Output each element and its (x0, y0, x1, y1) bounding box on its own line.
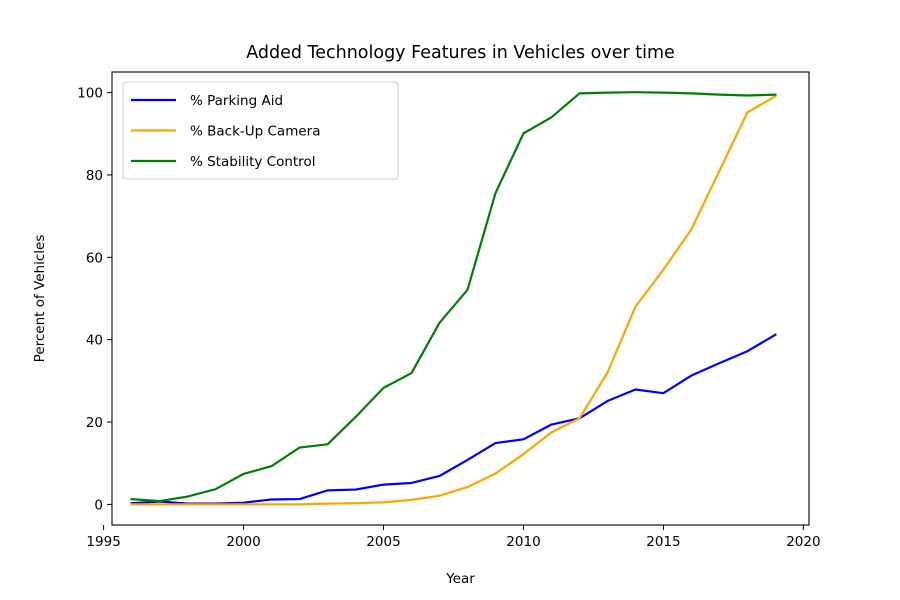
x-tick-label: 2000 (226, 534, 260, 550)
series-layer (130, 91, 777, 506)
series-line-2 (130, 94, 777, 506)
y-tick-label: 40 (86, 333, 103, 349)
legend-label-3: % Stability Control (190, 154, 315, 170)
y-axis-label: Percent of Vehicles (32, 235, 48, 363)
legend: % Parking Aid % Back-Up Camera % Stability… (122, 81, 399, 180)
legend-label-2: % Back-Up Camera (190, 124, 321, 140)
plot-frame (111, 71, 810, 526)
series-line-1 (130, 333, 777, 505)
x-axis-label: Year (445, 571, 475, 587)
x-tick-label: 2015 (646, 534, 680, 550)
x-tick-label: 2020 (786, 534, 820, 550)
legend-label-1: % Parking Aid (190, 93, 283, 109)
y-tick-label: 100 (77, 86, 103, 102)
y-axis: 0 20 40 60 80 100 (77, 86, 112, 513)
series-line-3 (130, 91, 777, 503)
y-tick-label: 0 (94, 497, 103, 513)
x-tick-label: 2005 (366, 534, 400, 550)
y-tick-label: 20 (86, 415, 103, 431)
x-tick-label: 1995 (86, 534, 120, 550)
legend-box (122, 81, 399, 180)
chart-title: Added Technology Features in Vehicles ov… (246, 43, 675, 63)
x-axis: 1995 2000 2005 2010 2015 2020 (86, 525, 821, 550)
y-tick-label: 60 (86, 250, 103, 266)
x-tick-label: 2010 (506, 534, 540, 550)
y-tick-label: 80 (86, 168, 103, 184)
